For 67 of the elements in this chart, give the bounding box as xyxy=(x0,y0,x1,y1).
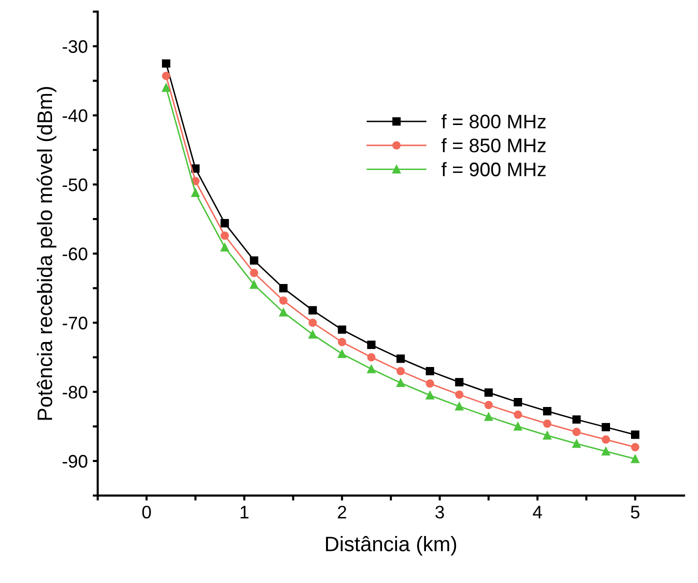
point xyxy=(455,402,464,411)
point xyxy=(602,422,610,432)
x-tick-label: 1 xyxy=(240,506,248,518)
point xyxy=(367,364,376,374)
point xyxy=(338,325,346,334)
point xyxy=(484,388,493,397)
y-tick-label: -70 xyxy=(62,316,88,330)
point xyxy=(396,354,405,363)
point xyxy=(426,391,434,400)
point xyxy=(308,306,317,314)
x-tick-label: 3 xyxy=(435,506,444,519)
point xyxy=(338,338,346,346)
point xyxy=(543,431,552,440)
point xyxy=(631,430,640,439)
point xyxy=(308,318,317,327)
point xyxy=(426,366,434,376)
point xyxy=(220,219,229,228)
y-tick-label: -90 xyxy=(62,454,88,468)
x-tick-label: 4 xyxy=(532,506,542,518)
point xyxy=(543,419,552,428)
legend-label: f = 900 MHz xyxy=(442,162,546,176)
point xyxy=(308,330,317,339)
point xyxy=(250,280,258,289)
point xyxy=(279,284,288,292)
point xyxy=(572,415,581,424)
y-axis-title: Potência recebida pelo móvel (dBm) xyxy=(36,86,56,420)
point xyxy=(367,340,376,350)
point xyxy=(484,400,493,410)
point xyxy=(396,366,405,376)
point xyxy=(455,378,464,386)
x-tick-label: 5 xyxy=(630,506,640,519)
x-tick-label: 0 xyxy=(142,506,151,519)
y-tick-label: -80 xyxy=(62,386,88,399)
point xyxy=(338,350,346,358)
point xyxy=(602,435,610,444)
point xyxy=(631,454,640,464)
point xyxy=(572,428,581,436)
point xyxy=(455,390,464,399)
point xyxy=(250,268,258,278)
point xyxy=(250,256,258,265)
point xyxy=(162,72,170,80)
legend-label: f = 850 MHz xyxy=(442,138,546,152)
point xyxy=(572,440,581,448)
x-tick-label: 2 xyxy=(338,506,346,518)
point xyxy=(279,296,288,305)
point xyxy=(426,379,434,388)
y-tick-label: -60 xyxy=(62,248,88,260)
point xyxy=(514,398,522,406)
point xyxy=(162,59,170,68)
legend-label: f = 800 MHz xyxy=(442,114,546,128)
y-tick-label: -40 xyxy=(62,109,88,122)
point xyxy=(484,412,493,421)
point xyxy=(220,231,229,240)
x-axis-title: Distância (km) xyxy=(326,536,456,556)
point xyxy=(543,407,552,416)
point xyxy=(162,84,170,92)
point xyxy=(279,308,288,317)
point xyxy=(396,378,405,388)
point xyxy=(191,188,200,197)
point xyxy=(602,447,610,456)
point xyxy=(514,422,522,431)
point xyxy=(631,442,640,452)
point xyxy=(220,243,229,252)
point xyxy=(367,353,376,362)
point xyxy=(514,410,522,419)
y-tick-label: -30 xyxy=(62,40,88,53)
y-tick-label: -50 xyxy=(62,178,88,192)
